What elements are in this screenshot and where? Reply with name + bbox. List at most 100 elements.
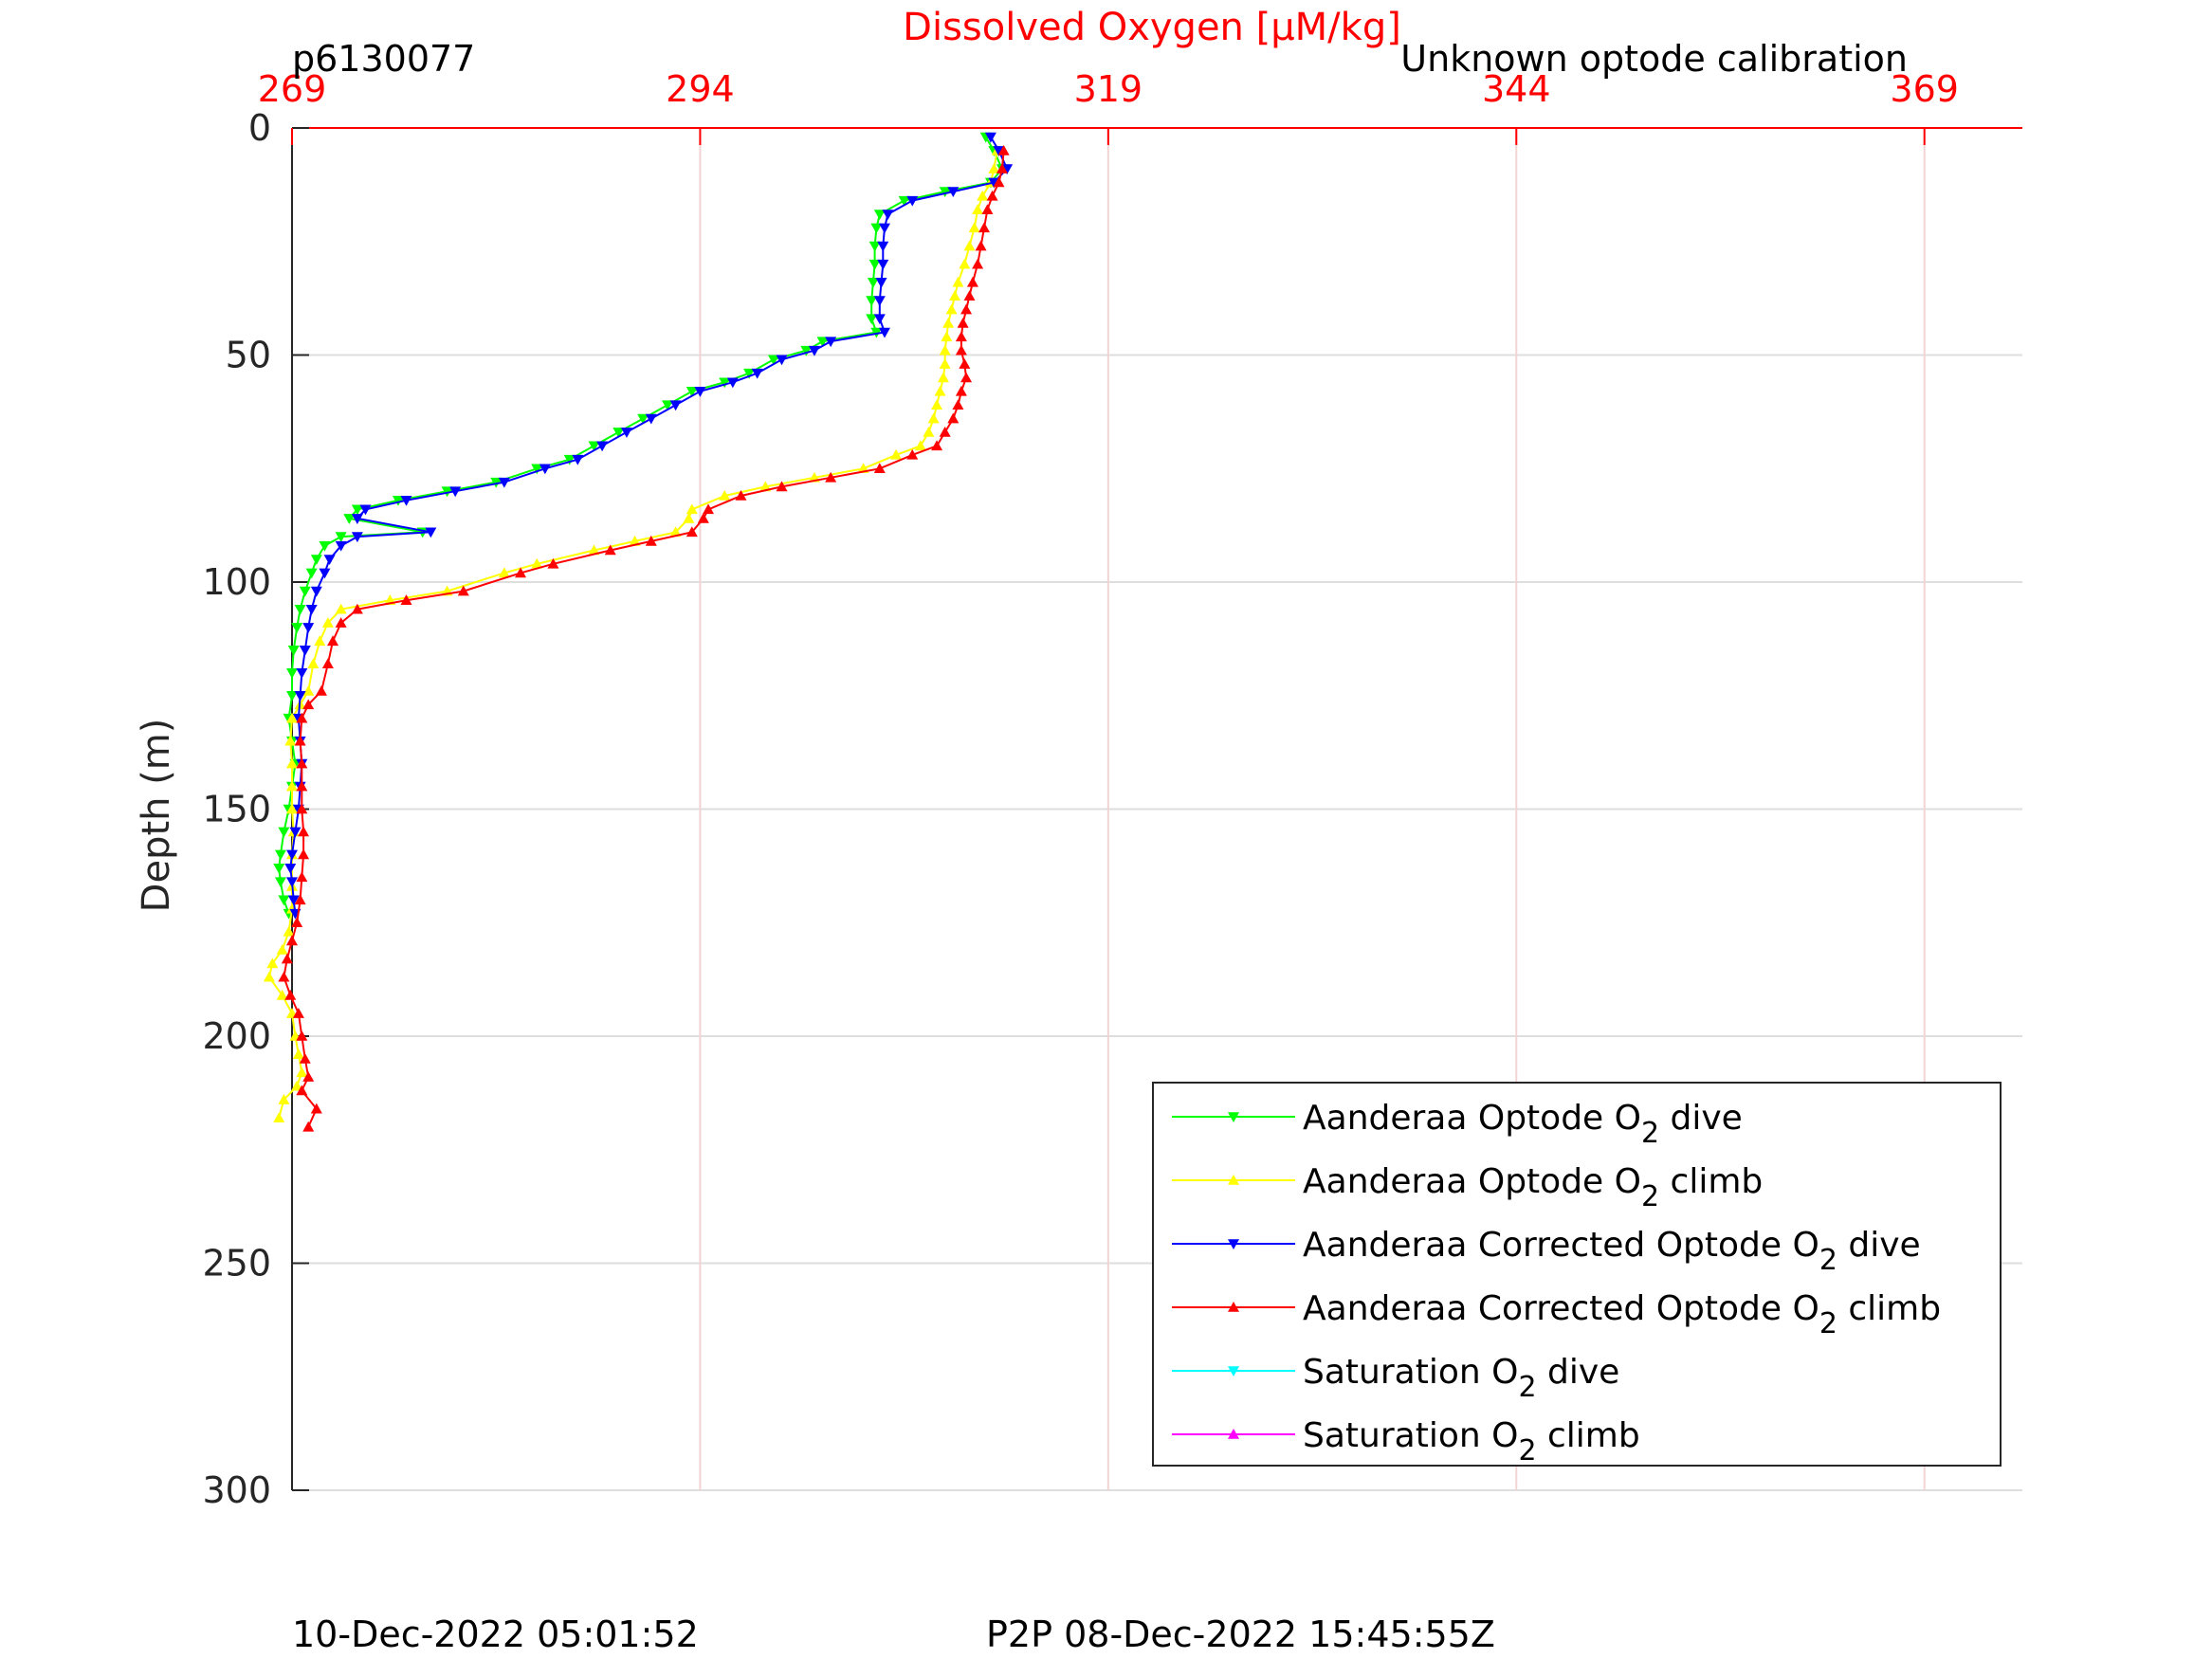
data-point	[937, 372, 949, 383]
data-point	[351, 504, 363, 516]
legend-box	[1152, 1082, 2002, 1467]
data-point	[296, 1085, 308, 1096]
data-point	[939, 344, 951, 356]
data-point	[934, 385, 946, 396]
data-point	[1228, 1429, 1239, 1439]
profile-id-label: p6130077	[292, 38, 475, 80]
data-point	[314, 635, 326, 647]
data-point	[307, 658, 320, 669]
data-point	[978, 222, 990, 233]
data-point	[986, 190, 998, 201]
data-point	[588, 544, 600, 556]
legend-label: Aanderaa Corrected Optode O2 climb	[1303, 1289, 1941, 1340]
data-point	[1228, 1302, 1239, 1312]
x-tick-label: 319	[1074, 68, 1143, 110]
data-point	[669, 400, 682, 411]
data-point	[286, 849, 298, 861]
data-point	[498, 477, 510, 488]
data-point	[931, 399, 943, 410]
data-point	[291, 623, 303, 633]
data-point	[941, 331, 953, 342]
data-point	[294, 604, 306, 615]
data-point	[299, 646, 311, 656]
data-point	[694, 387, 706, 397]
legend-entry: Aanderaa Optode O2 dive	[1172, 1099, 1743, 1150]
legend: Aanderaa Optode O2 dive Aanderaa Optode O…	[1152, 1082, 2002, 1468]
data-point	[284, 735, 297, 746]
data-point	[296, 780, 308, 792]
data-point	[898, 195, 910, 207]
data-point	[877, 241, 889, 252]
legend-label: Saturation O2 climb	[1303, 1416, 1640, 1468]
data-point	[882, 210, 894, 221]
data-point	[286, 780, 298, 792]
x-tick-label: 294	[666, 68, 735, 110]
x-tick-label: 269	[258, 68, 327, 110]
y-tick-label: 50	[226, 335, 271, 376]
data-point	[296, 668, 308, 679]
data-point	[645, 535, 657, 546]
data-point	[927, 412, 940, 424]
data-point	[975, 240, 987, 251]
data-point	[302, 623, 315, 633]
data-point	[743, 368, 756, 379]
data-point	[335, 603, 347, 614]
calibration-label: Unknown optode calibration	[1400, 38, 1908, 80]
data-point	[683, 512, 695, 523]
data-point	[719, 377, 731, 389]
data-point	[289, 827, 302, 838]
data-point	[310, 555, 322, 566]
data-point	[298, 826, 310, 837]
data-point	[825, 337, 837, 348]
legend-label: Aanderaa Corrected Optode O2 dive	[1303, 1226, 1921, 1277]
legend-label: Saturation O2 dive	[1303, 1353, 1619, 1404]
data-point	[296, 1030, 308, 1041]
data-point	[931, 440, 943, 451]
data-point	[963, 290, 976, 301]
data-point	[299, 586, 311, 597]
data-point	[286, 877, 298, 888]
series-line	[289, 137, 1009, 914]
data-point	[351, 603, 363, 614]
data-point	[287, 646, 300, 656]
data-point	[942, 317, 955, 328]
data-point	[939, 426, 951, 437]
data-point	[955, 331, 967, 342]
data-point	[966, 276, 978, 287]
legend-entry: Aanderaa Optode O2 climb	[1172, 1162, 1763, 1213]
data-point	[686, 526, 698, 538]
data-point	[266, 957, 279, 969]
data-point	[972, 258, 984, 269]
y-tick-label: 150	[202, 789, 271, 830]
y-tick-label: 250	[202, 1243, 271, 1285]
data-point	[351, 514, 363, 524]
data-point	[321, 658, 334, 669]
data-point	[296, 803, 308, 814]
data-point	[327, 635, 339, 647]
data-point	[981, 204, 994, 215]
data-point	[572, 454, 584, 465]
data-point	[273, 863, 285, 874]
data-point	[292, 1048, 304, 1059]
data-point	[273, 1112, 285, 1123]
data-point	[866, 296, 878, 307]
data-point	[323, 555, 336, 566]
data-point	[800, 345, 813, 356]
data-point	[984, 132, 996, 143]
data-point	[960, 372, 973, 383]
data-point	[335, 617, 347, 628]
data-point	[959, 358, 971, 369]
data-point	[319, 568, 331, 579]
data-point	[296, 712, 308, 723]
series-line	[283, 150, 1005, 1128]
data-point	[914, 440, 926, 451]
data-point	[686, 387, 698, 397]
data-point	[276, 989, 288, 1000]
y-tick-label: 300	[202, 1469, 271, 1511]
data-point	[276, 943, 288, 955]
data-point	[296, 757, 308, 769]
data-point	[993, 176, 1005, 188]
data-point	[291, 917, 303, 928]
data-point	[296, 1066, 308, 1078]
series-line	[278, 137, 1004, 915]
